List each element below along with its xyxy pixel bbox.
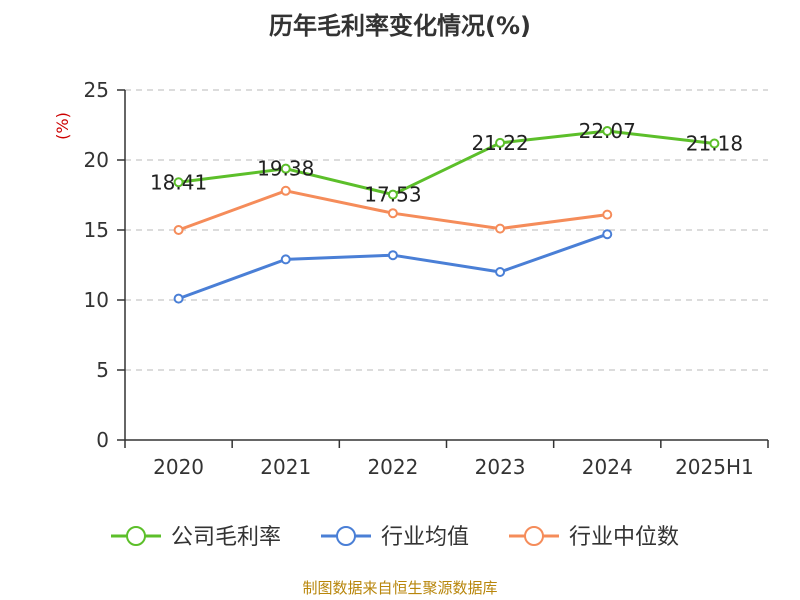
data-label: 21.18: [686, 131, 743, 155]
chart-title: 历年毛利率变化情况(%): [269, 12, 531, 40]
data-label: 17.53: [364, 183, 421, 207]
y-tick-label: 15: [84, 218, 109, 242]
y-tick-label: 0: [96, 428, 109, 452]
x-tick-label: 2023: [475, 455, 526, 479]
series-1-point: [495, 267, 506, 277]
series-2-point: [387, 208, 398, 219]
data-label: 19.38: [257, 157, 314, 181]
grid-layer: [125, 89, 768, 371]
legend-swatch-marker-2: [524, 526, 544, 546]
data-label: 22.07: [579, 119, 636, 143]
legend-label-1: 行业均值: [381, 525, 469, 550]
series-line-1: [178, 232, 608, 301]
axis-layer: 0 5 10 15 20 25 2020 2021 2022 2023 2024 2025H1: [84, 78, 769, 479]
series-0-point: [280, 163, 291, 174]
y-tick-label: 25: [84, 78, 109, 102]
series-0-point: [173, 177, 184, 188]
x-tick-label: 2021: [260, 455, 311, 479]
series-2-point: [602, 209, 613, 220]
series-1-point: [173, 293, 184, 304]
series-1-point: [280, 254, 291, 265]
y-tick-label: 10: [84, 288, 109, 312]
y-axis-unit-label: (%): [53, 112, 72, 140]
legend-label-0: 公司毛利率: [171, 525, 281, 550]
series-0-point: [495, 137, 506, 148]
series-0-point: [709, 138, 720, 149]
series-layer: [173, 126, 720, 304]
series-2-point: [280, 185, 291, 196]
series-0-point: [387, 189, 398, 200]
data-label: 18.41: [150, 170, 207, 194]
series-1-point: [387, 250, 398, 261]
data-label: 21.22: [471, 131, 528, 155]
x-tick-label: 2020: [153, 455, 204, 479]
series-line-0: [178, 129, 715, 197]
legend-swatch-marker-0: [126, 526, 146, 546]
x-tick-label: 2022: [367, 455, 418, 479]
legend-swatch-marker-1: [336, 526, 356, 546]
source-note: 制图数据来自恒生聚源数据库: [302, 579, 498, 597]
series-1-point: [602, 229, 613, 240]
series-2-point: [495, 223, 506, 234]
y-tick-label: 5: [96, 358, 109, 382]
legend: 公司毛利率 行业均值 行业中位数: [111, 525, 679, 550]
series-2-point: [173, 225, 184, 235]
x-tick-label: 2024: [582, 455, 633, 479]
label-layer: 18.41 19.38 17.53 21.22 22.07 21.18: [150, 119, 743, 207]
x-tick-label: 2025H1: [675, 455, 754, 479]
legend-label-2: 行业中位数: [569, 525, 679, 550]
series-0-point: [602, 126, 613, 137]
y-tick-label: 20: [84, 148, 109, 172]
